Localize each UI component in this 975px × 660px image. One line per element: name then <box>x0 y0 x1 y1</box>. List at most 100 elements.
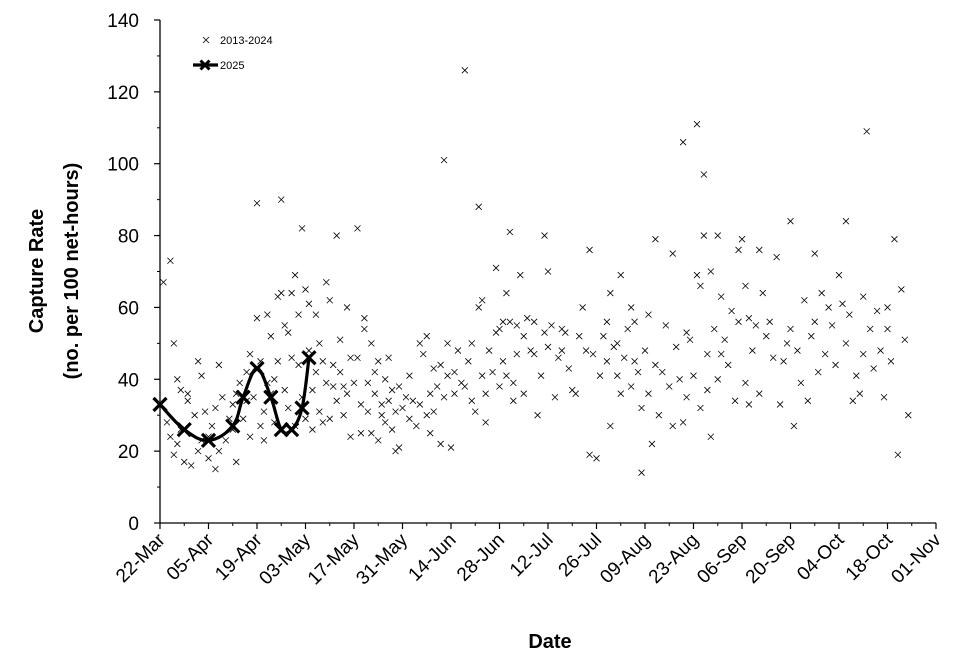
data-point-2013-2024 <box>510 379 517 387</box>
data-point-2013-2024 <box>413 422 420 430</box>
data-point-2013-2024 <box>163 419 171 426</box>
data-point-2013-2024 <box>842 217 850 225</box>
data-point-2013-2024 <box>343 304 351 311</box>
data-point-2013-2024 <box>180 458 188 466</box>
data-point-2013-2024 <box>572 390 579 397</box>
data-point-2013-2024 <box>388 426 396 433</box>
data-point-2013-2024 <box>447 444 455 451</box>
data-point-2013-2024 <box>482 419 489 426</box>
data-point-2013-2024 <box>392 408 399 415</box>
data-point-2013-2024 <box>323 379 330 387</box>
data-point-2013-2024 <box>499 358 507 365</box>
data-point-2013-2024 <box>607 422 614 430</box>
data-point-2013-2024 <box>277 289 285 297</box>
data-point-2013-2024 <box>520 390 528 397</box>
data-point-2013-2024 <box>465 358 472 365</box>
data-point-2013-2024 <box>343 390 351 397</box>
data-point-2013-2024 <box>468 397 476 405</box>
data-point-2013-2024 <box>381 376 389 383</box>
x-tick-label: 04-Oct <box>793 529 849 585</box>
data-point-2013-2024 <box>586 246 593 254</box>
data-point-2013-2024 <box>693 271 701 279</box>
data-point-2013-2024 <box>423 411 431 419</box>
data-point-2013-2024 <box>776 401 784 408</box>
data-point-2013-2024 <box>281 386 288 394</box>
data-point-2013-2024 <box>617 271 625 279</box>
data-point-2013-2024 <box>565 365 573 372</box>
data-point-2013-2024 <box>250 393 257 401</box>
y-tick-label: 40 <box>118 370 139 391</box>
data-point-2013-2024 <box>319 358 327 365</box>
data-point-2013-2024 <box>631 358 638 365</box>
data-point-2013-2024 <box>246 350 254 358</box>
data-point-2013-2024 <box>212 465 219 473</box>
x-tick-label: 23-Aug <box>645 530 703 588</box>
data-point-2013-2024 <box>174 376 181 383</box>
legend-marker-2025 <box>193 59 218 71</box>
series-2025 <box>152 350 317 448</box>
data-point-2013-2024 <box>229 401 237 408</box>
data-point-2013-2024 <box>853 372 860 379</box>
data-point-2013-2024 <box>239 415 247 423</box>
data-point-2013-2024 <box>627 383 635 390</box>
data-point-2013-2024 <box>336 336 344 344</box>
data-point-2013-2024 <box>645 311 652 318</box>
data-point-2013-2024 <box>281 322 288 329</box>
data-point-2013-2024 <box>316 340 323 347</box>
data-point-2013-2024 <box>683 329 690 336</box>
data-point-2013-2024 <box>350 379 358 387</box>
data-point-2013-2024 <box>437 361 444 369</box>
data-point-2013-2024 <box>357 401 365 408</box>
data-point-2013-2024 <box>222 437 230 444</box>
data-point-2013-2024 <box>406 415 413 423</box>
data-point-2013-2024 <box>305 300 313 308</box>
data-point-2013-2024 <box>236 379 243 387</box>
data-point-2013-2024 <box>312 311 320 318</box>
data-point-2013-2024 <box>901 336 909 344</box>
data-point-2013-2024 <box>870 365 877 372</box>
data-point-2013-2024 <box>648 440 656 448</box>
data-point-2013-2024 <box>267 332 275 340</box>
data-point-2025 <box>235 389 251 405</box>
data-point-2013-2024 <box>340 383 347 390</box>
legend-cross-2025 <box>199 59 211 71</box>
data-point-2013-2024 <box>794 347 801 354</box>
data-point-2013-2024 <box>260 437 268 444</box>
data-point-2013-2024 <box>440 393 448 401</box>
data-point-2025 <box>152 396 168 413</box>
data-point-2013-2024 <box>326 296 334 304</box>
data-point-2025 <box>294 400 310 416</box>
data-point-2013-2024 <box>607 289 614 297</box>
data-point-2013-2024 <box>808 332 815 340</box>
data-point-2013-2024 <box>399 404 406 412</box>
data-point-2025 <box>263 389 279 405</box>
data-point-2013-2024 <box>305 347 313 354</box>
data-point-2013-2024 <box>160 278 167 286</box>
data-point-2013-2024 <box>544 268 552 275</box>
data-point-2013-2024 <box>811 250 819 257</box>
data-point-2013-2024 <box>191 411 198 419</box>
data-point-2025 <box>284 421 300 438</box>
data-point-2013-2024 <box>329 361 337 369</box>
x-tick-label: 20-Sep <box>742 530 800 588</box>
data-point-2013-2024 <box>835 271 843 279</box>
data-point-2013-2024 <box>704 350 711 358</box>
data-point-2013-2024 <box>614 340 621 347</box>
data-point-2013-2024 <box>309 426 316 433</box>
data-point-2013-2024 <box>295 311 302 318</box>
data-point-2013-2024 <box>295 361 302 369</box>
data-point-2013-2024 <box>891 235 898 243</box>
data-point-2013-2024 <box>219 393 226 401</box>
x-tick-label: 12-Jul <box>506 530 557 581</box>
data-point-2013-2024 <box>859 293 867 300</box>
data-point-2013-2024 <box>659 368 666 376</box>
data-point-2013-2024 <box>756 246 763 254</box>
data-point-2013-2024 <box>724 361 732 369</box>
data-point-2013-2024 <box>541 329 548 336</box>
data-point-2013-2024 <box>426 429 434 437</box>
data-point-2013-2024 <box>170 340 178 347</box>
data-point-2013-2024 <box>302 286 309 293</box>
data-point-2013-2024 <box>652 235 659 243</box>
data-point-2013-2024 <box>544 343 552 351</box>
y-tick-label: 100 <box>107 155 139 176</box>
